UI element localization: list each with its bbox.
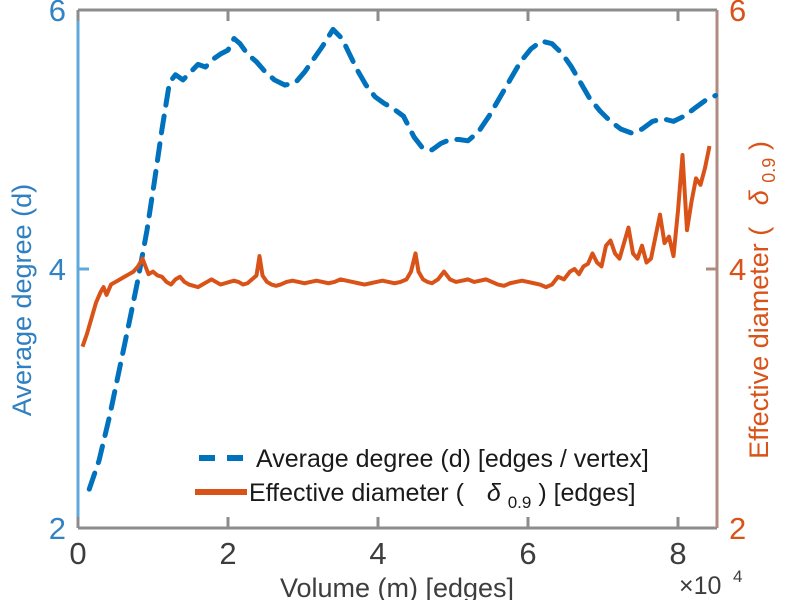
x-axis-exponent: ×10 4 [679,567,742,600]
delta-symbol: δ [744,189,774,205]
y-axis-right-title: Effective diameter ( δ 0.9 ) [744,141,781,459]
legend-delta-subscript: 0.9 [508,493,532,512]
x-tick-label: 6 [519,536,536,571]
x-axis-exponent-base: ×10 [679,572,721,600]
data-series-layer [80,26,718,492]
y-tick-label-right: 2 [729,511,746,546]
svg-text:Effective diameter ( δ: Effective diameter ( δ 0.9 ) [744,141,781,459]
x-axis-title: Volume (m) [edges] [280,573,514,600]
legend-label-effective-diameter: Effective diameter ( δ 0.9 ) [edges] [249,479,636,514]
legend-label-average-degree: Average degree (d) [edges / vertex] [256,445,649,473]
delta-subscript: 0.9 [759,158,779,183]
y-tick-label-left: 2 [49,511,66,546]
series-line-effective-diameter [80,145,712,348]
x-tick-label: 2 [219,536,236,571]
axis-ticks [76,10,717,528]
y-axis-left-title: Average degree (d) [7,184,37,416]
x-tick-label: 8 [669,536,686,571]
series-line-average-degree [86,26,718,492]
y-tick-label-right: 4 [729,252,746,287]
legend-delta-symbol: δ [487,479,502,507]
legend-label-eff-prefix: Effective diameter ( [249,479,465,507]
x-axis-exponent-power: 4 [733,567,742,586]
x-tick-label: 4 [369,536,386,571]
y-tick-label-left: 4 [49,252,66,287]
y-axis-right-title-prefix: Effective diameter ( [744,227,774,459]
y-tick-label-left: 6 [49,0,66,28]
x-tick-label: 0 [69,536,86,571]
y-axis-right-title-suffix: ) [744,141,774,150]
legend-label-eff-suffix: ) [edges] [538,479,635,507]
y-tick-label-right: 6 [729,0,746,28]
chart-legend: Average degree (d) [edges / vertex] Effe… [195,445,649,514]
